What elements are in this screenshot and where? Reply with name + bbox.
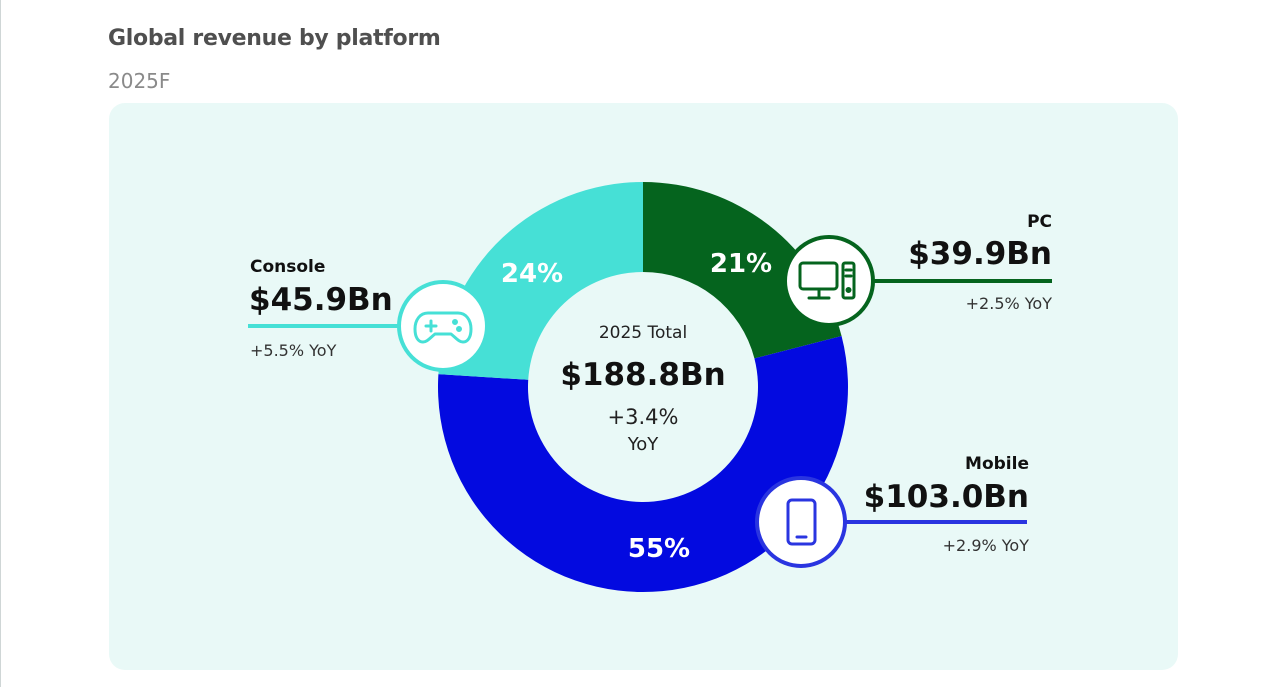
center-total-value: $188.8Bn	[560, 357, 725, 393]
gamepad-icon	[413, 311, 473, 344]
pc-value: $39.9Bn	[908, 236, 1052, 272]
center-total-label: 2025 Total	[599, 323, 687, 343]
smartphone-icon	[786, 498, 817, 546]
console-badge	[397, 280, 489, 372]
console-name: Console	[250, 257, 325, 277]
pc-badge	[783, 235, 875, 327]
page-left-border	[0, 0, 1, 687]
slice-label-mobile: 55%	[628, 534, 690, 564]
pc-yoy: +2.5% YoY	[966, 294, 1053, 313]
console-yoy: +5.5% YoY	[250, 341, 337, 360]
slice-pc[interactable]	[643, 182, 842, 359]
center-yoy-label: YoY	[627, 434, 660, 455]
donut-slices	[437, 182, 848, 592]
pc-name: PC	[1027, 212, 1052, 232]
mobile-badge	[755, 476, 847, 568]
slice-console[interactable]	[438, 182, 643, 380]
slice-label-pc: 21%	[710, 249, 772, 279]
center-yoy-percent: +3.4%	[608, 405, 679, 429]
chart-subtitle: 2025F	[108, 69, 171, 93]
mobile-name: Mobile	[965, 454, 1029, 474]
chart-title: Global revenue by platform	[108, 26, 441, 51]
slice-mobile[interactable]	[437, 336, 848, 592]
console-value: $45.9Bn	[249, 282, 393, 318]
desktop-computer-icon	[798, 261, 856, 300]
mobile-value: $103.0Bn	[864, 479, 1029, 515]
mobile-yoy: +2.9% YoY	[943, 536, 1030, 555]
slice-label-console: 24%	[501, 259, 563, 289]
